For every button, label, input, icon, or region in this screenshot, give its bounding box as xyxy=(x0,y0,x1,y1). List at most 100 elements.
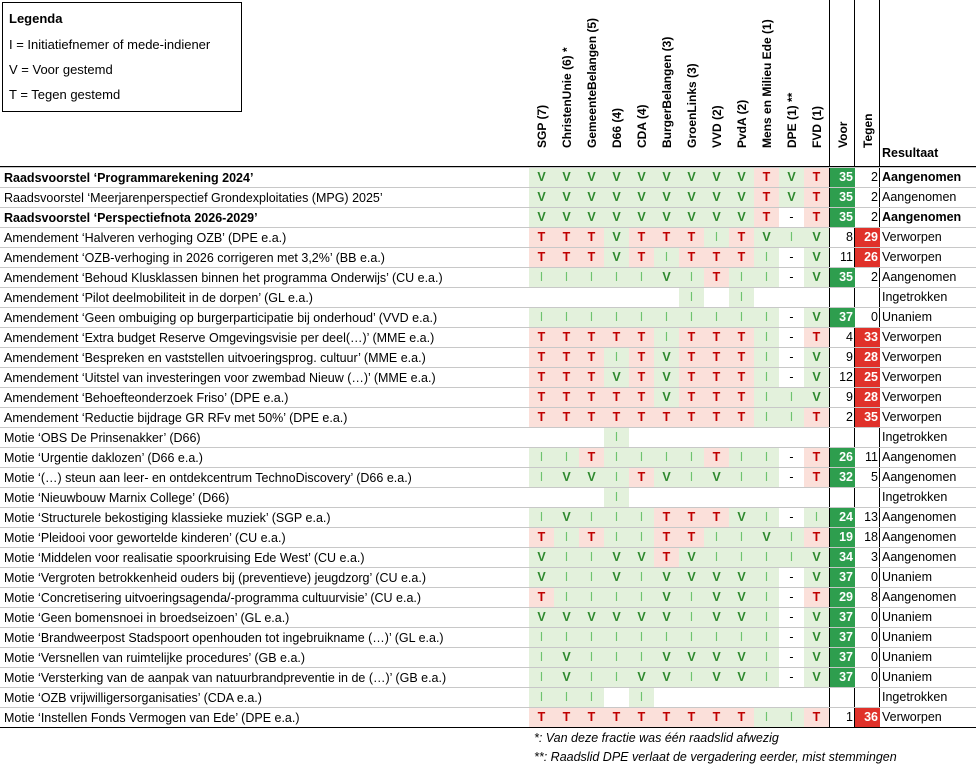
voor-count: 37 xyxy=(830,668,855,687)
vote-cell: - xyxy=(779,648,804,667)
vote-cell: T xyxy=(629,408,654,427)
vote-cell: T xyxy=(529,348,554,367)
vote-cell: T xyxy=(679,368,704,387)
vote-cell: I xyxy=(529,508,554,527)
vote-cell: T xyxy=(579,708,604,727)
vote-cell: V xyxy=(704,668,729,687)
result-label: Verworpen xyxy=(882,350,942,364)
vote-cell: V xyxy=(554,508,579,527)
vote-cell: T xyxy=(704,348,729,367)
vote-cell: I xyxy=(604,588,629,607)
proposal-title: Motie ‘Pleidooi voor gewortelde kinderen… xyxy=(4,531,286,545)
voor-count: 12 xyxy=(839,370,853,384)
table-row: Amendement ‘OZB-verhoging in 2026 corrig… xyxy=(0,247,976,267)
proposal-title: Amendement ‘Behoud Klusklassen binnen he… xyxy=(4,271,443,285)
vote-cell: T xyxy=(704,448,729,467)
vote-cell: I xyxy=(579,568,604,587)
tegen-count: 3 xyxy=(871,550,878,564)
vote-cell: T xyxy=(604,708,629,727)
vote-cell: V xyxy=(604,188,629,207)
vote-cell: T xyxy=(804,208,829,227)
vote-cell: T xyxy=(729,388,754,407)
result-label: Aangenomen xyxy=(882,590,957,604)
vote-cell: T xyxy=(679,328,704,347)
vote-cell: V xyxy=(729,508,754,527)
result-label: Verworpen xyxy=(882,710,942,724)
result-label: Aangenomen xyxy=(882,190,957,204)
vote-cell: - xyxy=(779,608,804,627)
party-header: DPE (1) ** xyxy=(779,0,804,166)
vote-cell: I xyxy=(579,508,604,527)
result-label: Unaniem xyxy=(882,610,933,624)
vote-cell: V xyxy=(704,588,729,607)
vote-cell: V xyxy=(654,568,679,587)
vote-cell: T xyxy=(604,388,629,407)
tegen-count: 0 xyxy=(871,650,878,664)
voor-count: 9 xyxy=(846,390,853,404)
vote-cell: V xyxy=(804,608,829,627)
legend-line: T = Tegen gestemd xyxy=(9,87,121,102)
voor-count: 37 xyxy=(830,308,855,327)
tegen-count: 0 xyxy=(871,670,878,684)
vote-cell: V xyxy=(529,168,554,187)
vote-cell: T xyxy=(754,208,779,227)
vote-cell: V xyxy=(754,228,779,247)
vote-cell: I xyxy=(554,448,579,467)
vote-cell: T xyxy=(529,388,554,407)
party-header: D66 (4) xyxy=(604,0,629,166)
voor-count xyxy=(830,428,855,447)
vote-cell: - xyxy=(779,668,804,687)
vote-cell: I xyxy=(754,248,779,267)
vote-cell: T xyxy=(804,708,829,727)
voor-count: 35 xyxy=(830,268,855,287)
vote-cell: T xyxy=(554,388,579,407)
vote-cell: I xyxy=(629,588,654,607)
proposal-title: Motie ‘Middelen voor realisatie spoorkru… xyxy=(4,551,365,565)
vote-cell: T xyxy=(679,228,704,247)
table-bottom-divider xyxy=(0,727,976,728)
vote-cell: I xyxy=(729,628,754,647)
vote-cell: I xyxy=(779,528,804,547)
result-label: Verworpen xyxy=(882,370,942,384)
table-row: Amendement ‘Pilot deelmobiliteit in de d… xyxy=(0,287,976,307)
vote-cell: V xyxy=(729,648,754,667)
proposal-title: Raadsvoorstel ‘Perspectiefnota 2026-2029… xyxy=(4,211,258,225)
vote-cell: V xyxy=(729,588,754,607)
vote-cell: V xyxy=(704,648,729,667)
vote-cell: V xyxy=(579,188,604,207)
vote-cell: V xyxy=(604,608,629,627)
vote-cell: I xyxy=(779,708,804,727)
tegen-count: 0 xyxy=(871,310,878,324)
vote-cell: I xyxy=(604,508,629,527)
voor-count: 34 xyxy=(830,548,855,567)
table-row: Motie ‘Nieuwbouw Marnix College’ (D66) I I… xyxy=(0,487,976,507)
vote-cell: T xyxy=(604,328,629,347)
proposal-title: Motie ‘Instellen Fonds Vermogen van Ede’… xyxy=(4,711,300,725)
vote-cell: I xyxy=(704,628,729,647)
voor-count: 32 xyxy=(830,468,855,487)
vote-cell: - xyxy=(779,348,804,367)
vote-cell: I xyxy=(729,288,754,307)
result-label: Aangenomen xyxy=(882,550,957,564)
vote-cell: T xyxy=(654,708,679,727)
vote-cell: V xyxy=(779,168,804,187)
result-label: Aangenomen xyxy=(882,270,957,284)
vote-cell: I xyxy=(629,688,654,707)
vote-cell: I xyxy=(679,288,704,307)
vote-cell: I xyxy=(729,308,754,327)
table-row: Motie ‘Geen bomensnoei in broedseizoen’ … xyxy=(0,607,976,627)
vote-cell: V xyxy=(654,208,679,227)
column-divider xyxy=(829,0,830,727)
tegen-count xyxy=(855,688,880,707)
vote-cell: T xyxy=(629,248,654,267)
vote-cell: I xyxy=(754,708,779,727)
vote-cell: I xyxy=(754,308,779,327)
table-row: Amendement ‘Halveren verhoging OZB’ (DPE… xyxy=(0,227,976,247)
result-label: Aangenomen xyxy=(882,450,957,464)
vote-cell: I xyxy=(554,688,579,707)
vote-cell: T xyxy=(629,468,654,487)
vote-cell: I xyxy=(754,328,779,347)
party-header: BurgerBelangen (3) xyxy=(654,0,679,166)
vote-cell: I xyxy=(729,448,754,467)
vote-cell: I xyxy=(754,668,779,687)
